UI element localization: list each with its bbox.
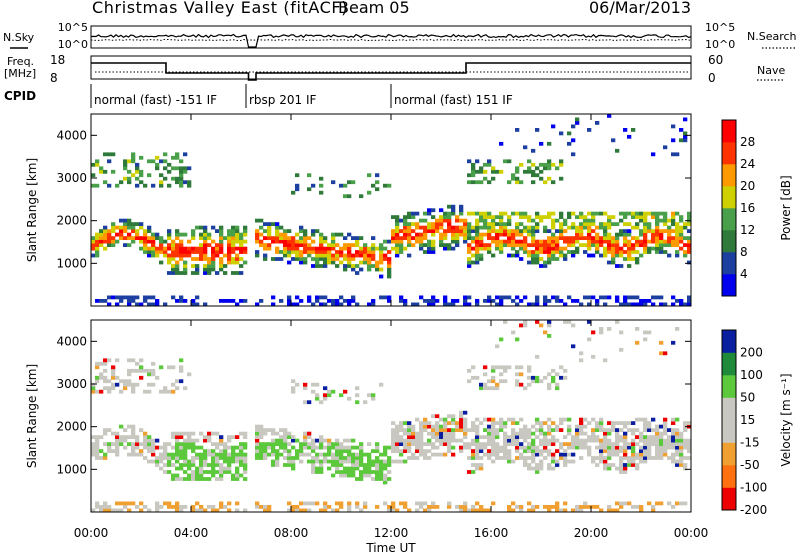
- freq-panel-frame: [90, 55, 692, 80]
- cpid-segment-label: normal (fast) 151 IF: [394, 93, 513, 107]
- y-tick-label: 2000: [56, 214, 87, 228]
- noise-right-tick-top: 10^5: [705, 21, 735, 34]
- power-panel: 1000 2000 3000 4000 Slant Range [km] 4 8 12 16 20…: [25, 113, 793, 307]
- colorbar-tick-label: 16: [740, 201, 755, 215]
- x-tick-label: 08:00: [274, 526, 309, 540]
- colorbar-tick-label: -15: [740, 436, 760, 450]
- noise-search-line: [90, 38, 692, 42]
- date-label: 06/Mar/2013: [589, 0, 691, 17]
- power-colorbar: 4 8 12 16 20 24 28 Power [dB]: [721, 119, 793, 297]
- noise-right-label: N.Search: [747, 30, 797, 43]
- cpid-segment-label: rbsp 201 IF: [249, 93, 316, 107]
- cpid-strip: CPID normal (fast) -151 IF rbsp 201 IF nor…: [4, 84, 513, 108]
- colorbar-tick-label: 50: [740, 391, 755, 405]
- x-tick-label: 20:00: [574, 526, 609, 540]
- y-axis-label: Slant Range [km]: [25, 364, 39, 468]
- x-tick-label: 16:00: [474, 526, 509, 540]
- beam-label: Beam 05: [338, 0, 410, 17]
- plot-title: Christmas Valley East (fitACF): [92, 0, 348, 17]
- velocity-panel: 1000 2000 3000 4000 Slant Range [km] 200 100 50…: [25, 319, 793, 517]
- colorbar-tick-label: 12: [740, 223, 755, 237]
- x-axis-label: Time UT: [365, 541, 416, 554]
- noise-panel-frame: [90, 25, 692, 49]
- colorbar-label: Velocity [m s⁻¹]: [779, 373, 793, 466]
- colorbar-tick-label: -50: [740, 458, 760, 472]
- colorbar-tick-label: 20: [740, 179, 755, 193]
- x-axis: Time UT 00:00 04:00 08:00 12:00 16:00 20:00 00…: [74, 114, 709, 555]
- freq-panel: Freq. [MHz] 18 8 60 0 Nave: [4, 53, 785, 85]
- x-tick-label: 00:00: [674, 526, 709, 540]
- noise-sky-line: [90, 33, 692, 48]
- power-cells: [91, 114, 692, 307]
- noise-left-tick-bottom: 10^0: [58, 38, 88, 51]
- freq-label-2: [MHz]: [4, 67, 36, 80]
- velocity-cells: [91, 320, 692, 513]
- x-tick-label: 00:00: [74, 526, 109, 540]
- y-tick-label: 1000: [56, 462, 87, 476]
- noise-right-tick-bottom: 10^0: [705, 38, 735, 51]
- y-tick-label: 4000: [56, 128, 87, 142]
- x-tick-label: 12:00: [374, 526, 409, 540]
- colorbar-tick-label: 28: [740, 135, 755, 149]
- colorbar-label: Power [dB]: [779, 175, 793, 240]
- y-tick-label: 2000: [56, 420, 87, 434]
- colorbar-tick-label: 100: [740, 368, 763, 382]
- y-tick-label: 3000: [56, 171, 87, 185]
- y-tick-label: 1000: [56, 256, 87, 270]
- heatmap-panels: 1000 2000 3000 4000 Slant Range [km] 4 8 12 16 20…: [25, 113, 793, 517]
- y-axis-label: Slant Range [km]: [25, 158, 39, 262]
- nave-label: Nave: [757, 64, 785, 77]
- freq-left-tick-top: 18: [50, 53, 65, 67]
- colorbar-tick-label: -200: [740, 503, 767, 517]
- x-tick-label: 04:00: [174, 526, 209, 540]
- colorbar-tick-label: 4: [740, 267, 748, 281]
- freq-line: [91, 62, 691, 81]
- cpid-label: CPID: [4, 89, 36, 103]
- colorbar-tick-label: -100: [740, 481, 767, 495]
- noise-left-tick-top: 10^5: [58, 21, 88, 34]
- freq-label-1: Freq.: [7, 55, 34, 68]
- freq-right-tick-bottom: 0: [708, 71, 716, 85]
- colorbar-tick-label: 200: [740, 346, 763, 360]
- colorbar-tick-label: 15: [740, 413, 755, 427]
- freq-left-tick-bottom: 8: [50, 71, 58, 85]
- noise-panel: N.Sky 10^5 10^0 10^5 10^0 N.Search: [3, 21, 797, 51]
- cpid-segment-label: normal (fast) -151 IF: [94, 93, 217, 107]
- y-tick-label: 4000: [56, 334, 87, 348]
- panel-frame: [90, 319, 692, 513]
- colorbar-tick-label: 24: [740, 157, 755, 171]
- y-tick-label: 3000: [56, 377, 87, 391]
- velocity-colorbar: 200 100 50 15 -15 -50 -100 -200 Velocity [m s⁻¹]: [721, 329, 793, 517]
- colorbar-tick-label: 8: [740, 245, 748, 259]
- freq-right-tick-top: 60: [708, 53, 723, 67]
- noise-left-label: N.Sky: [3, 31, 35, 44]
